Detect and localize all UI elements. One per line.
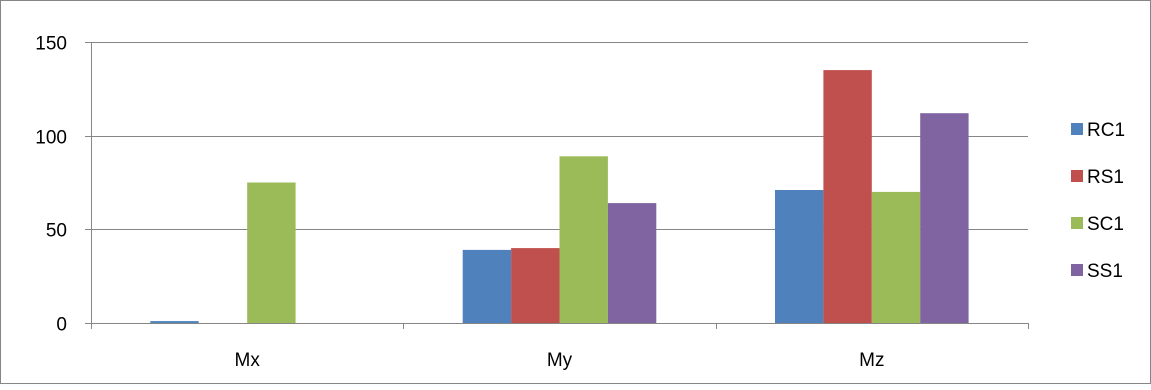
y-tick-label: 100 (35, 128, 67, 149)
x-tick-label: Mx (235, 350, 261, 371)
bar-sc1-mx (247, 182, 296, 323)
legend-swatch-rs1 (1071, 170, 1083, 182)
legend: RC1 RS1 SC1 SS1 (1071, 120, 1125, 282)
x-tick-labels: Mx My Mz (235, 350, 885, 371)
legend-label-sc1: SC1 (1087, 214, 1124, 235)
bar-rs1-mz (823, 70, 872, 323)
y-tick-label: 150 (35, 34, 67, 55)
legend-swatch-ss1 (1071, 264, 1083, 276)
bar-rs1-my (511, 248, 560, 323)
x-tick-label: My (547, 350, 573, 371)
legend-label-rc1: RC1 (1087, 120, 1125, 141)
x-tick-label: Mz (859, 350, 884, 371)
legend-swatch-sc1 (1071, 217, 1083, 229)
bar-ss1-my (607, 203, 657, 323)
bar-rc1-mz (775, 190, 824, 323)
legend-swatch-rc1 (1071, 123, 1083, 135)
bar-ss1-mz (920, 113, 969, 323)
y-tick-labels: 0 50 100 150 (35, 34, 67, 336)
axes (85, 42, 1029, 329)
legend-label-ss1: SS1 (1087, 261, 1123, 282)
legend-label-rs1: RS1 (1087, 167, 1124, 188)
y-tick-label: 0 (56, 315, 67, 336)
bar-sc1-my (559, 156, 608, 323)
bar-sc1-mz (871, 191, 921, 323)
bar-rc1-mx (150, 321, 199, 323)
bars (150, 70, 969, 323)
y-tick-label: 50 (46, 221, 67, 242)
bar-rc1-my (462, 249, 512, 323)
